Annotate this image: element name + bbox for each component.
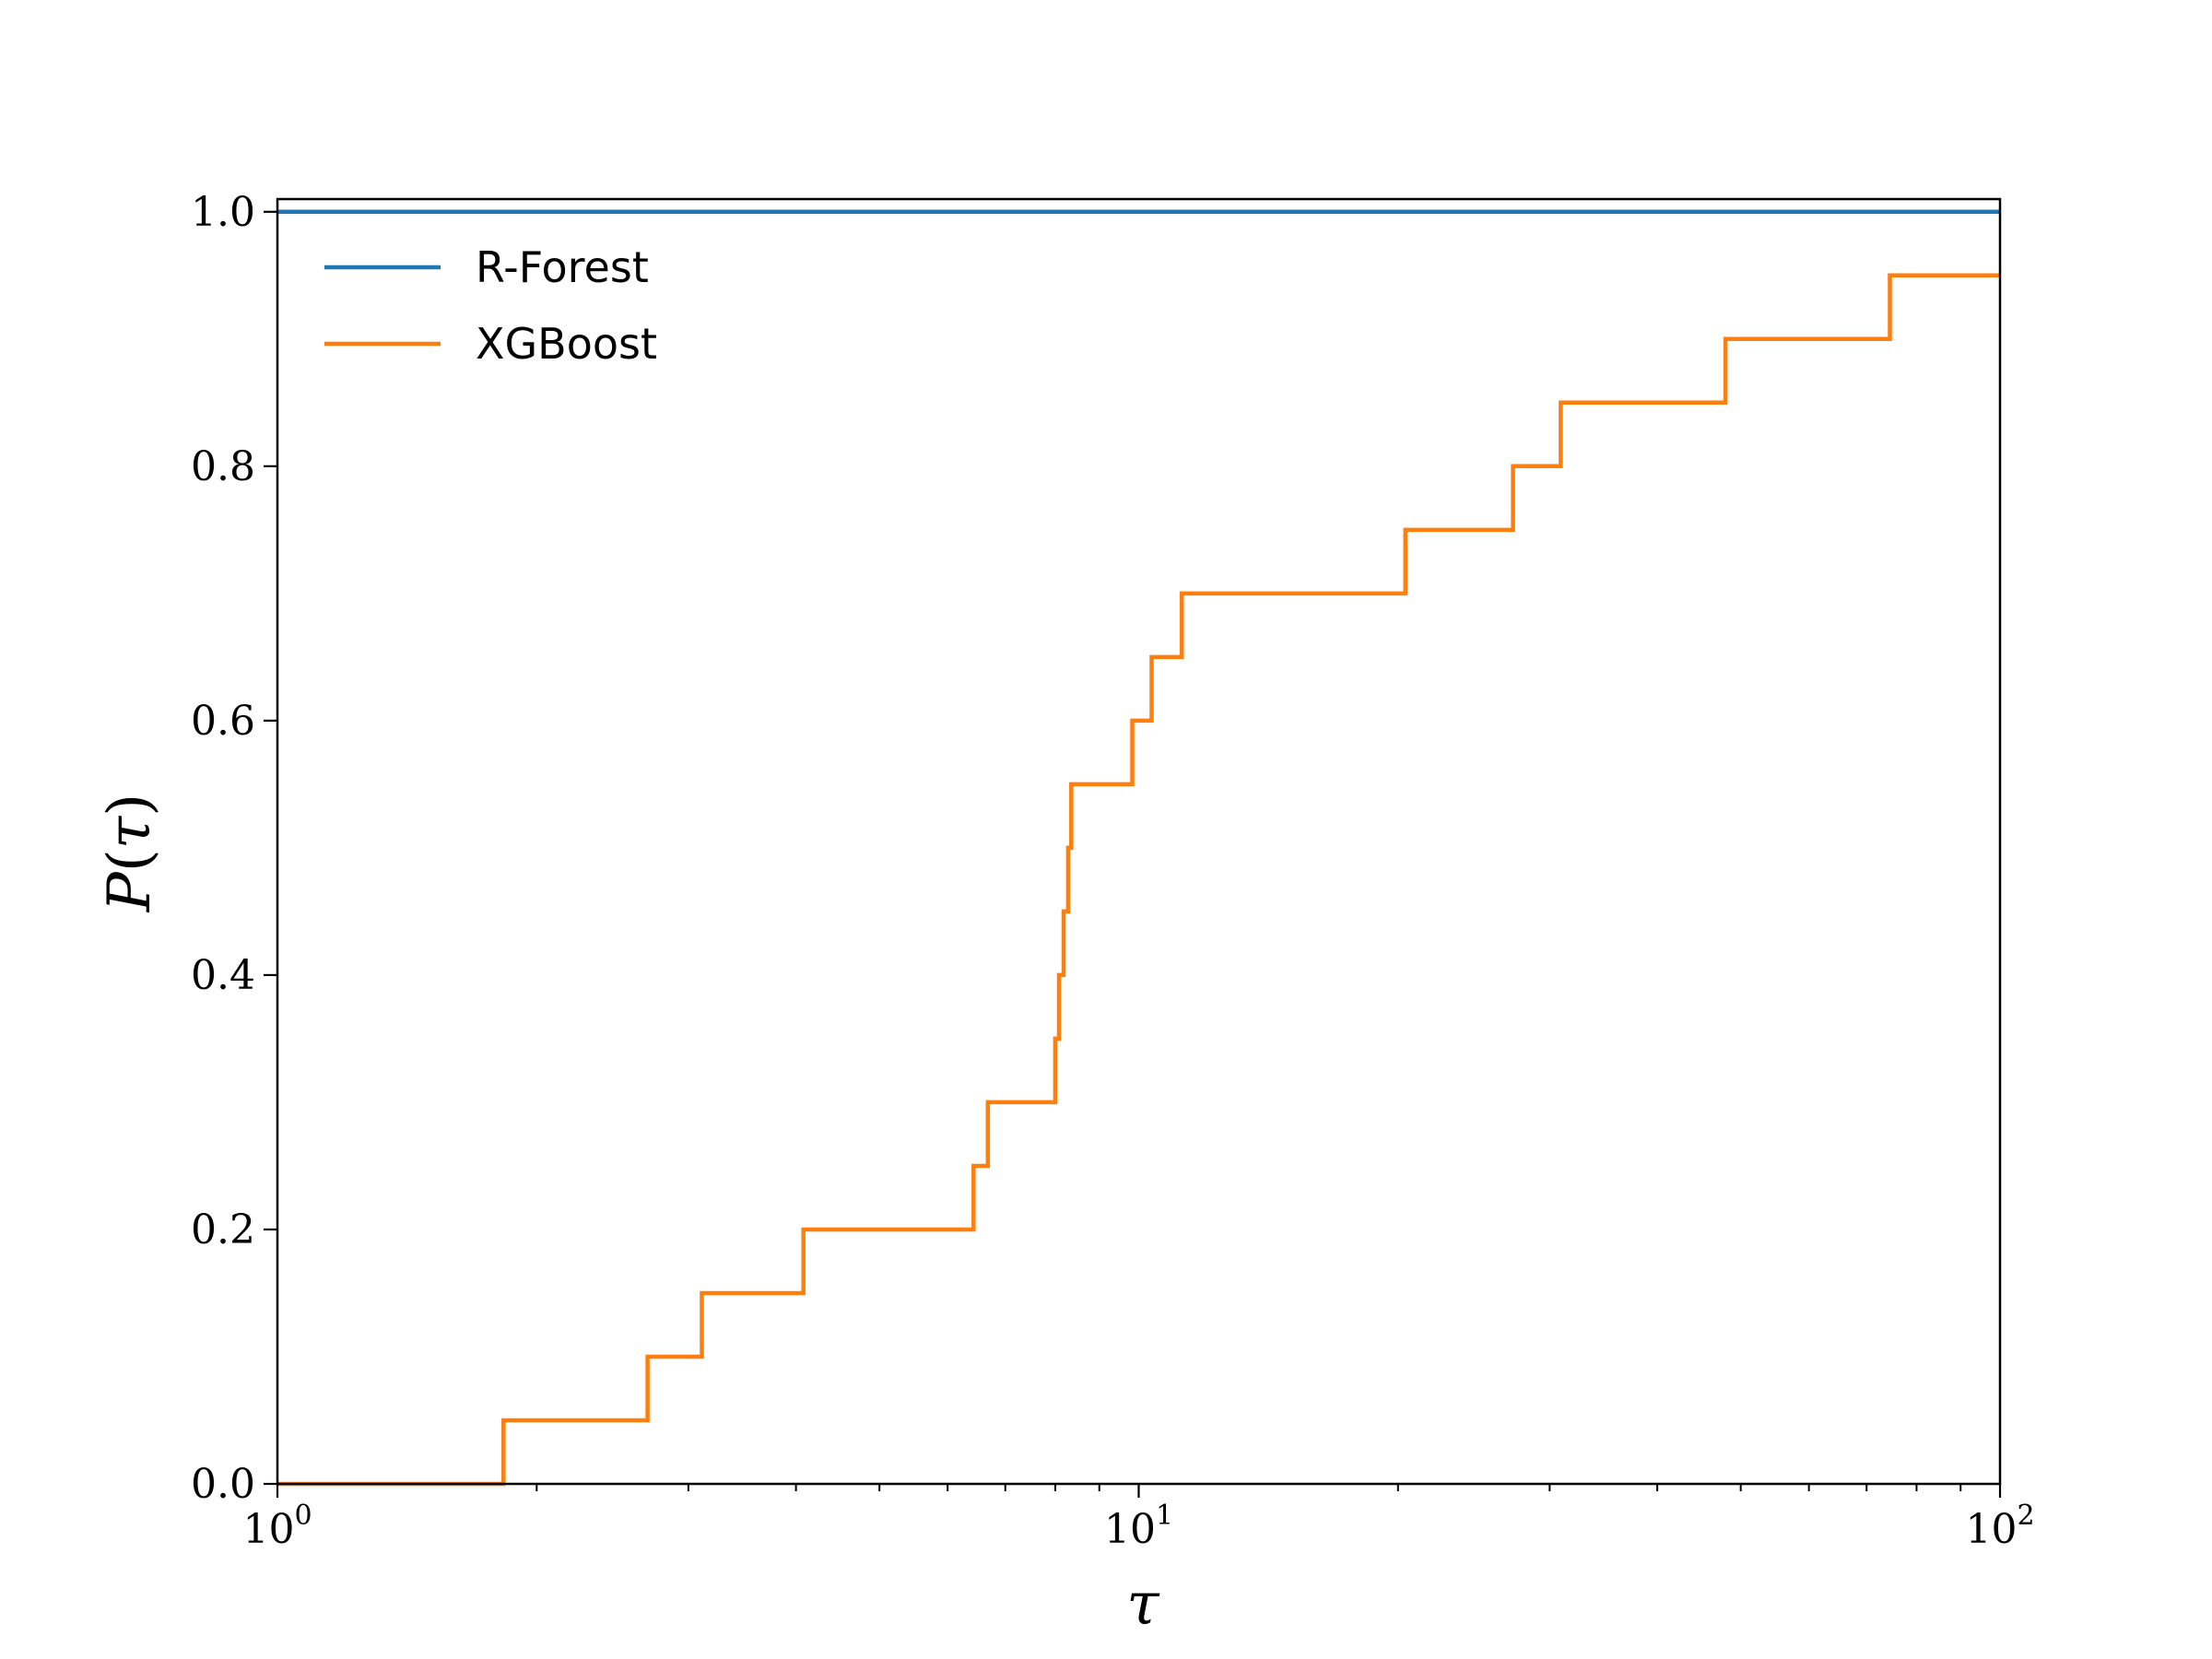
legend: R-Forest XGBoost: [324, 242, 657, 369]
y-axis-label-arg: τ: [96, 815, 164, 849]
legend-label-r-forest: R-Forest: [476, 242, 649, 292]
y-tick-label: 0.4: [191, 952, 255, 999]
series-layer: [277, 209, 2000, 1487]
legend-label-xgboost: XGBoost: [476, 319, 657, 369]
y-tick-label: 0.0: [191, 1461, 255, 1508]
y-axis-label: P(τ): [96, 794, 164, 912]
y-tick-label: 0.8: [191, 443, 255, 490]
series-line-xgboost: [277, 273, 2000, 1487]
x-axis-label: τ: [1126, 1571, 1160, 1639]
y-tick-label: 0.6: [191, 698, 255, 745]
y-tick-label: 0.2: [191, 1206, 255, 1253]
y-axis-label-main: P: [96, 871, 164, 912]
y-tick-label: 1.0: [191, 189, 255, 236]
y-axis-ticks: 0.0 0.2 0.4 0.6 0.8 1.0: [191, 189, 277, 1508]
x-axis-ticks: 100 101 102: [242, 1484, 2035, 1553]
x-tick-label: 101: [1104, 1500, 1173, 1553]
axes-frame: [276, 197, 2002, 1486]
x-tick-label: 102: [1965, 1500, 2034, 1553]
x-tick-label: 100: [242, 1500, 312, 1553]
